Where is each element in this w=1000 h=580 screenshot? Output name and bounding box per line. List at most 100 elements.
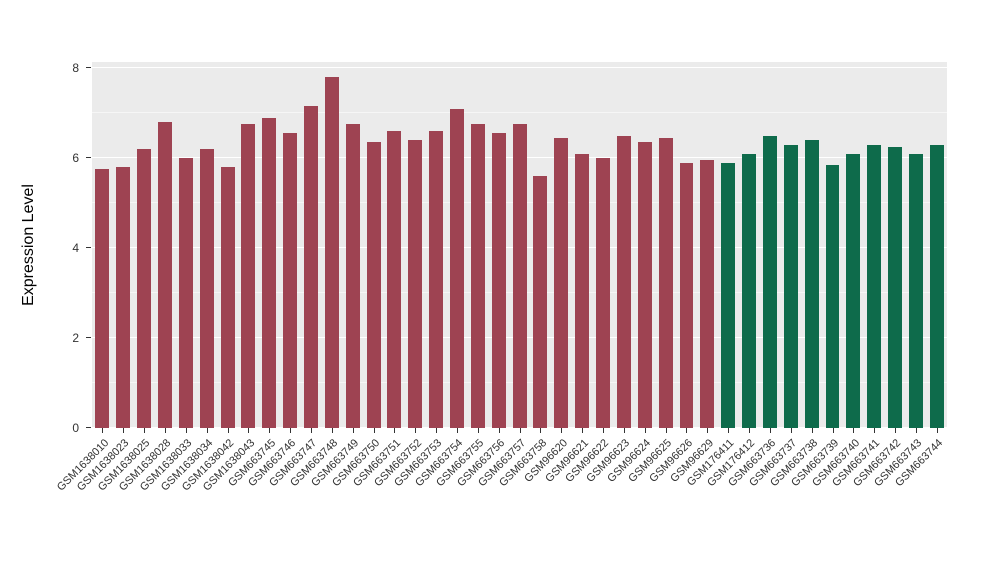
x-axis-slot: GSM663750 <box>330 428 384 578</box>
bar-GSM663747 <box>304 106 318 428</box>
y-tick-mark <box>86 427 91 428</box>
minor-gridline <box>92 112 947 113</box>
x-axis-slot: GSM1638042 <box>180 428 238 578</box>
bar-GSM663757 <box>512 124 527 428</box>
bar-GSM663740 <box>846 153 861 428</box>
x-tick-mark <box>144 428 146 433</box>
x-axis-slot: GSM1638010 <box>54 428 113 578</box>
bar-slot <box>780 62 801 428</box>
bar-GSM1638043 <box>241 124 256 428</box>
bar-slot <box>363 62 384 428</box>
x-tick-mark <box>540 428 542 433</box>
bar-GSM663742 <box>888 146 903 428</box>
x-tick-mark <box>373 428 375 433</box>
x-axis-slot: GSM663737 <box>747 428 801 578</box>
bar-slot <box>509 62 530 428</box>
x-tick-mark <box>498 428 500 433</box>
bar-slot <box>926 62 947 428</box>
bar-GSM1638033 <box>178 158 193 428</box>
x-tick-mark <box>561 428 563 433</box>
bar-slot <box>697 62 718 428</box>
bar-GSM663746 <box>283 133 298 428</box>
bar-GSM1638023 <box>116 167 131 428</box>
y-tick-label: 6 <box>72 151 79 165</box>
bar-slot <box>655 62 676 428</box>
bar-GSM1638028 <box>158 122 172 428</box>
x-axis-slot: GSM663757 <box>476 428 530 578</box>
bar-GSM1638010 <box>95 169 110 428</box>
major-gridline <box>92 67 947 68</box>
x-axis-slot: GSM176411 <box>685 428 739 578</box>
bar-slot <box>175 62 196 428</box>
bar-GSM663737 <box>783 144 798 428</box>
x-axis-slot: GSM176412 <box>705 428 760 578</box>
x-axis-slot: GSM663743 <box>872 428 927 578</box>
x-tick-mark <box>623 428 625 433</box>
bar-GSM663752 <box>408 140 423 428</box>
x-tick-mark <box>227 428 229 433</box>
x-tick-mark <box>811 428 813 433</box>
x-tick-mark <box>457 428 459 433</box>
x-axis-slot: GSM663742 <box>851 428 906 578</box>
bar-slot <box>467 62 488 428</box>
x-tick-mark <box>790 428 792 433</box>
y-tick-mark <box>86 157 91 158</box>
bar-slot <box>906 62 927 428</box>
x-tick-mark <box>874 428 876 433</box>
x-axis-slot: GSM663747 <box>267 428 322 578</box>
bar-slot <box>280 62 301 428</box>
plot-area <box>92 62 947 428</box>
bar-GSM663744 <box>929 144 944 428</box>
bar-slot <box>92 62 113 428</box>
bar-slot <box>196 62 217 428</box>
x-tick-mark <box>936 428 938 433</box>
x-tick-mark <box>206 428 208 433</box>
bar-slot <box>488 62 509 428</box>
x-tick-mark <box>832 428 834 433</box>
bar-slot <box>613 62 634 428</box>
bar-slot <box>217 62 238 428</box>
bar-slot <box>238 62 259 428</box>
x-axis-slot: GSM96626 <box>647 428 697 578</box>
bar-GSM663741 <box>867 144 882 428</box>
x-axis-slot: GSM96621 <box>543 428 593 578</box>
x-tick-mark <box>665 428 667 433</box>
bar-slot <box>843 62 864 428</box>
bar-slot <box>134 62 155 428</box>
x-axis-slot: GSM663741 <box>831 428 885 578</box>
x-tick-mark <box>123 428 125 433</box>
y-tick-label: 4 <box>72 241 79 255</box>
x-axis-slot: GSM663745 <box>226 428 280 578</box>
bar-GSM96623 <box>616 135 631 428</box>
bar-GSM663755 <box>470 124 485 428</box>
bar-GSM663745 <box>262 117 277 428</box>
bar-slot <box>676 62 697 428</box>
x-axis-slot: GSM663758 <box>497 428 551 578</box>
bar-GSM176411 <box>721 162 736 428</box>
bar-slot <box>447 62 468 428</box>
bar-GSM663743 <box>908 153 923 428</box>
bar-GSM1638034 <box>199 149 214 428</box>
x-tick-mark <box>644 428 646 433</box>
bar-slot <box>259 62 280 428</box>
bar-GSM96626 <box>679 162 694 428</box>
x-axis-slot: GSM663740 <box>810 428 864 578</box>
x-axis-slot: GSM1638025 <box>96 428 155 578</box>
bar-GSM1638025 <box>137 149 152 428</box>
x-tick-mark <box>853 428 855 433</box>
bar-GSM663748 <box>324 77 339 428</box>
x-axis-slot: GSM663736 <box>726 428 781 578</box>
x-axis-slot: GSM663753 <box>393 428 447 578</box>
x-axis-slot: GSM663744 <box>893 428 947 578</box>
bar-GSM663736 <box>762 135 777 428</box>
x-axis-slot: GSM1638034 <box>159 428 217 578</box>
x-tick-mark <box>915 428 917 433</box>
bar-slot <box>113 62 134 428</box>
x-tick-mark <box>582 428 584 433</box>
bar-GSM663756 <box>491 133 506 428</box>
bar-GSM663753 <box>429 131 444 428</box>
x-axis-slot: GSM663755 <box>434 428 488 578</box>
x-axis-slot: GSM663749 <box>309 428 363 578</box>
bar-slot <box>384 62 405 428</box>
x-tick-mark <box>707 428 709 433</box>
